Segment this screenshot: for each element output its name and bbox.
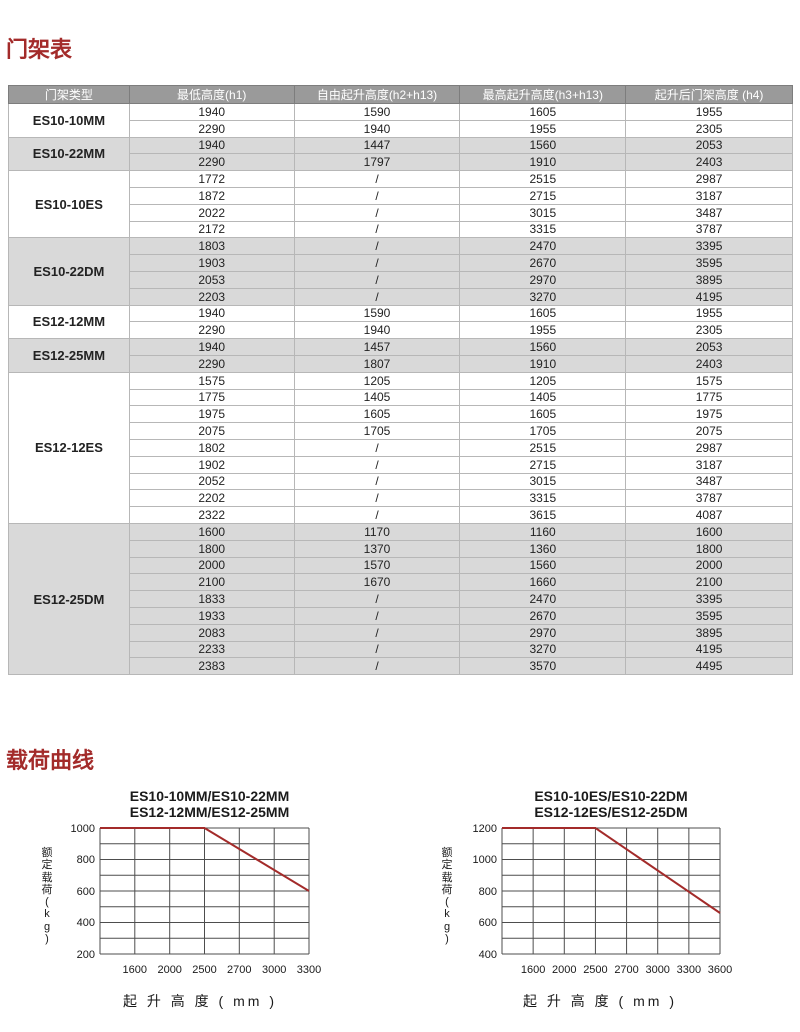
svg-text:1600: 1600 xyxy=(521,964,545,976)
svg-text:3000: 3000 xyxy=(262,964,286,976)
svg-text:3300: 3300 xyxy=(297,964,321,976)
svg-text:3300: 3300 xyxy=(677,964,701,976)
svg-text:400: 400 xyxy=(77,917,95,929)
svg-text:400: 400 xyxy=(479,949,497,961)
svg-text:1200: 1200 xyxy=(473,823,497,835)
svg-text:2000: 2000 xyxy=(552,964,576,976)
svg-text:3000: 3000 xyxy=(645,964,669,976)
svg-text:200: 200 xyxy=(77,949,95,961)
svg-text:2000: 2000 xyxy=(157,964,181,976)
svg-text:600: 600 xyxy=(479,917,497,929)
svg-text:800: 800 xyxy=(479,886,497,898)
svg-text:800: 800 xyxy=(77,854,95,866)
svg-text:1000: 1000 xyxy=(473,854,497,866)
svg-text:600: 600 xyxy=(77,886,95,898)
svg-text:2700: 2700 xyxy=(614,964,638,976)
svg-text:3600: 3600 xyxy=(708,964,732,976)
svg-text:1000: 1000 xyxy=(71,823,95,835)
svg-text:2500: 2500 xyxy=(583,964,607,976)
svg-text:2700: 2700 xyxy=(227,964,251,976)
svg-text:1600: 1600 xyxy=(123,964,147,976)
svg-text:2500: 2500 xyxy=(192,964,216,976)
